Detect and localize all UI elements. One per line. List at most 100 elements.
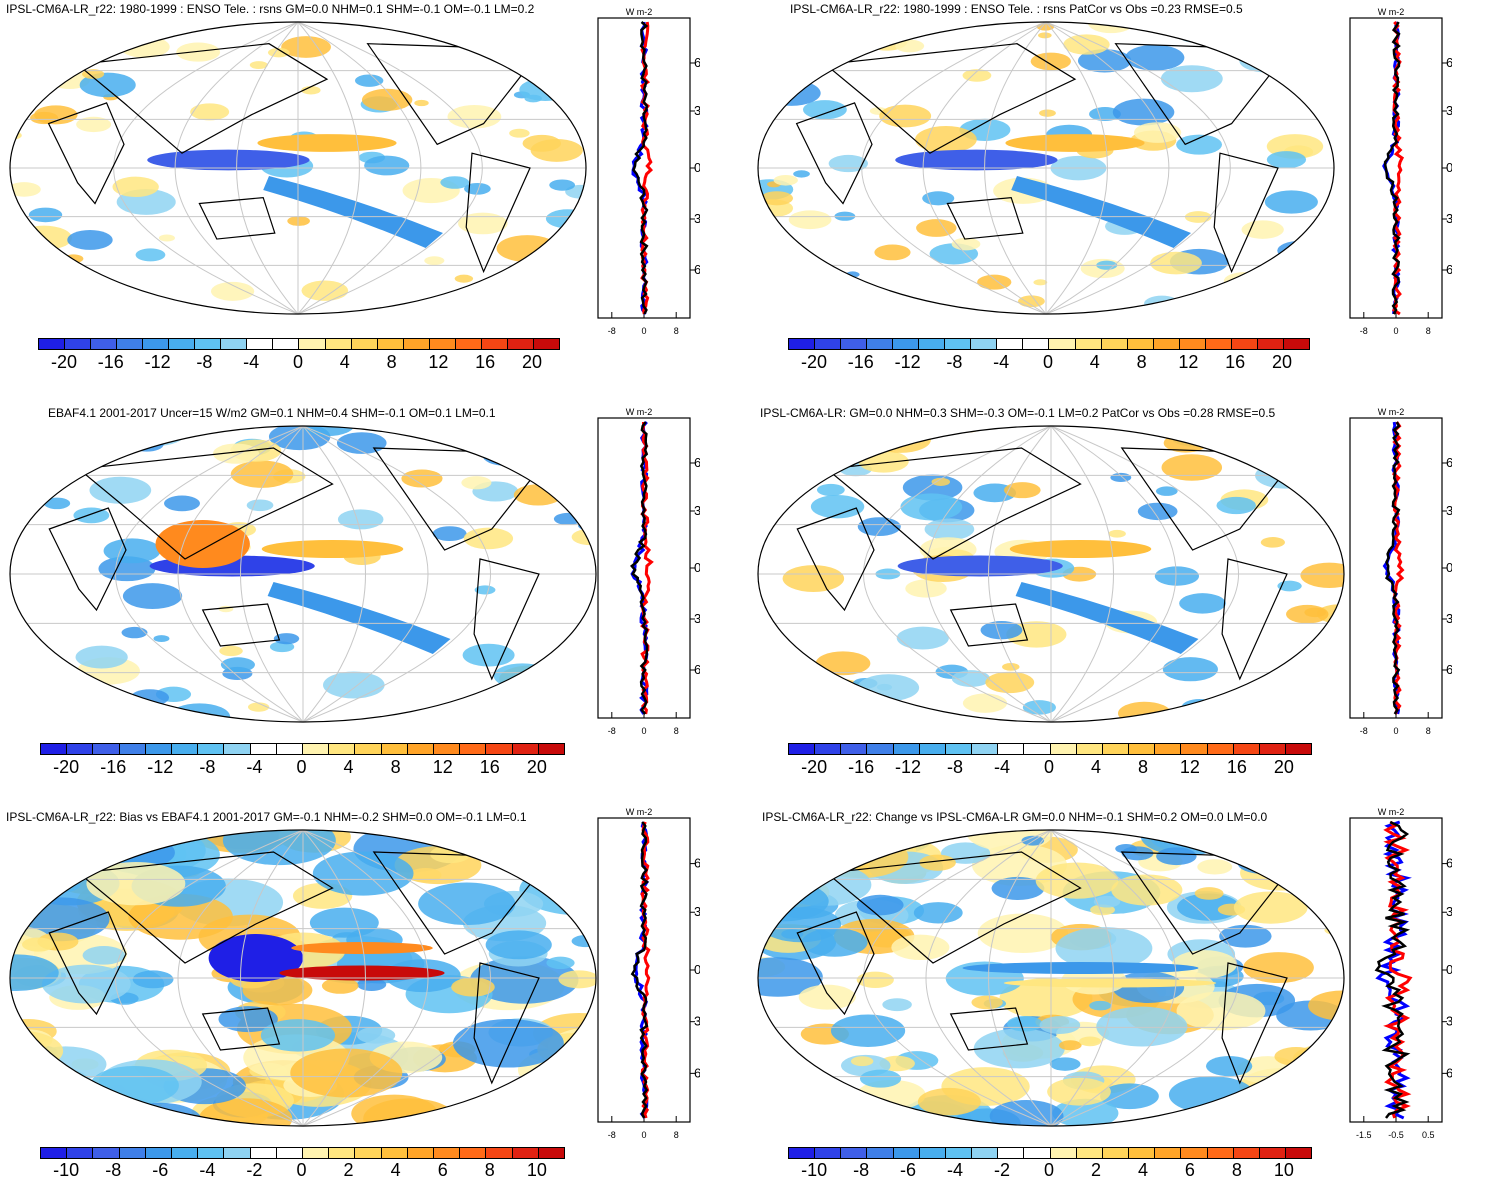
colorbar-swatch	[67, 1148, 94, 1158]
colorbar-tick-label: -2	[994, 1160, 1011, 1180]
colorbar-tick-label: 4	[1089, 352, 1100, 372]
zonal-mean-line	[640, 421, 654, 715]
colorbar-swatch	[507, 339, 534, 349]
colorbar-swatch	[997, 339, 1024, 349]
colorbar-swatch	[351, 339, 378, 349]
colorbar-tick-label: -20	[800, 352, 828, 372]
latitude-label: 30S	[1446, 1014, 1452, 1029]
panel-title: IPSL-CM6A-LR_r22: Bias vs EBAF4.1 2001-2…	[6, 810, 527, 824]
colorbar-tick-label: 8	[1136, 352, 1147, 372]
zonal-mean-line	[1384, 421, 1401, 715]
colorbar-tick-label: -16	[848, 757, 875, 777]
colorbar-swatch	[1155, 1148, 1182, 1158]
colorbar-tick-label: 16	[1225, 352, 1246, 372]
colorbar-swatch	[1049, 339, 1076, 349]
colorbar-swatch	[1207, 744, 1234, 754]
latitude-label: 30N	[694, 904, 700, 919]
colorbar-swatch	[1050, 744, 1077, 754]
colorbar-swatch	[224, 744, 251, 754]
latitude-label: 60S	[694, 662, 700, 677]
colorbar-swatch	[893, 1148, 920, 1158]
colorbar-swatch	[1181, 744, 1208, 754]
colorbar-tick-label: -12	[147, 757, 174, 777]
units-label: W m-2	[626, 407, 653, 417]
colorbar-swatch	[512, 744, 539, 754]
panel-title: IPSL-CM6A-LR_r22: 1980-1999 : ENSO Tele.…	[6, 2, 535, 16]
colorbar-swatch	[224, 1148, 251, 1158]
colorbar-labels: -20 -16 -12 -8 -4 0 4 8 12 16 20	[788, 757, 1310, 779]
colorbar-labels: -10 -8 -6 -4 -2 0 2 4 6 8 10	[788, 1160, 1310, 1182]
colorbar-swatch	[815, 744, 842, 754]
x-tick-label: 8	[1426, 726, 1431, 736]
colorbar-tick-label: 16	[1226, 757, 1247, 777]
colorbar-swatch	[971, 339, 998, 349]
colorbar-swatch	[1023, 339, 1050, 349]
x-tick-label: 0	[641, 326, 646, 336]
colorbar-swatch	[972, 744, 999, 754]
colorbar-swatch	[1259, 1148, 1286, 1158]
world-map	[757, 829, 1345, 1127]
colorbar-swatch	[1127, 339, 1154, 349]
colorbar-swatch	[303, 1148, 330, 1158]
colorbar-swatch	[1233, 1148, 1260, 1158]
latitude-label: 30N	[694, 103, 700, 118]
colorbar-swatch	[460, 1148, 487, 1158]
colorbar-swatch	[1024, 744, 1051, 754]
colorbar-swatch	[998, 744, 1025, 754]
panel-title: IPSL-CM6A-LR_r22: Change vs IPSL-CM6A-LR…	[762, 810, 1268, 824]
colorbar-swatch	[972, 1148, 999, 1158]
latitude-label: 60N	[1446, 455, 1452, 470]
colorbar-swatch	[119, 1148, 146, 1158]
colorbar-labels: -20 -16 -12 -8 -4 0 4 8 12 16 20	[40, 757, 563, 779]
colorbar-tick-label: 2	[343, 1160, 354, 1180]
colorbar-labels: -20 -16 -12 -8 -4 0 4 8 12 16 20	[788, 352, 1308, 374]
colorbar-swatch	[1102, 1148, 1130, 1158]
colorbar-tick-label: 10	[1273, 1160, 1294, 1180]
colorbar-tick-label: 8	[1137, 757, 1148, 777]
latitude-label: 30N	[694, 503, 700, 518]
x-tick-label: -8	[1360, 726, 1368, 736]
colorbar-swatch	[377, 339, 404, 349]
latitude-label: 60N	[694, 856, 700, 871]
units-label: W m-2	[1378, 7, 1405, 17]
colorbar-tick-label: 0	[292, 352, 304, 372]
colorbar-tick-label: -6	[900, 1160, 917, 1180]
colorbar-tick-label: -8	[196, 352, 213, 372]
colorbar-swatch	[273, 339, 300, 349]
zonal-mean-line	[630, 421, 649, 715]
units-label: W m-2	[626, 7, 653, 17]
latitude-label: 30N	[1446, 904, 1452, 919]
colorbar-swatch	[1257, 339, 1284, 349]
colorbar-swatch	[299, 339, 326, 349]
colorbar-swatch	[945, 339, 972, 349]
colorbar-swatch	[198, 744, 225, 754]
colorbar-tick-label: -16	[847, 352, 874, 372]
colorbar-swatch	[841, 339, 868, 349]
colorbar-swatch	[276, 1148, 304, 1158]
colorbar-swatch	[221, 339, 248, 349]
latitude-label: 60N	[694, 55, 700, 70]
colorbar-swatch	[919, 339, 946, 349]
colorbar-tick-label: -4	[947, 1160, 964, 1180]
x-tick-label: -8	[608, 726, 616, 736]
colorbar-swatch	[434, 744, 461, 754]
colorbar-labels: -10 -8 -6 -4 -2 0 2 4 6 8 10	[40, 1160, 563, 1182]
colorbar-tick-label: -12	[894, 352, 921, 372]
colorbar-swatch	[533, 339, 559, 349]
x-tick-label: 8	[674, 726, 679, 736]
colorbar-swatch	[1076, 1148, 1103, 1158]
units-label: W m-2	[626, 807, 653, 817]
colorbar-tick-label: -10	[801, 1160, 828, 1180]
colorbar-swatch	[276, 744, 304, 754]
zonal-mean-line	[630, 821, 650, 1119]
latitude-label: 30S	[694, 1014, 700, 1029]
colorbar-swatch	[538, 744, 565, 754]
latitude-label: 0	[1446, 160, 1452, 175]
colorbar-swatch	[789, 744, 816, 754]
colorbar	[788, 1147, 1312, 1159]
colorbar-tick-label: -8	[105, 1160, 122, 1180]
colorbar-swatch	[67, 744, 94, 754]
latitude-label: 30S	[1446, 211, 1452, 226]
colorbar	[38, 338, 560, 350]
latitude-label: 30S	[694, 611, 700, 626]
